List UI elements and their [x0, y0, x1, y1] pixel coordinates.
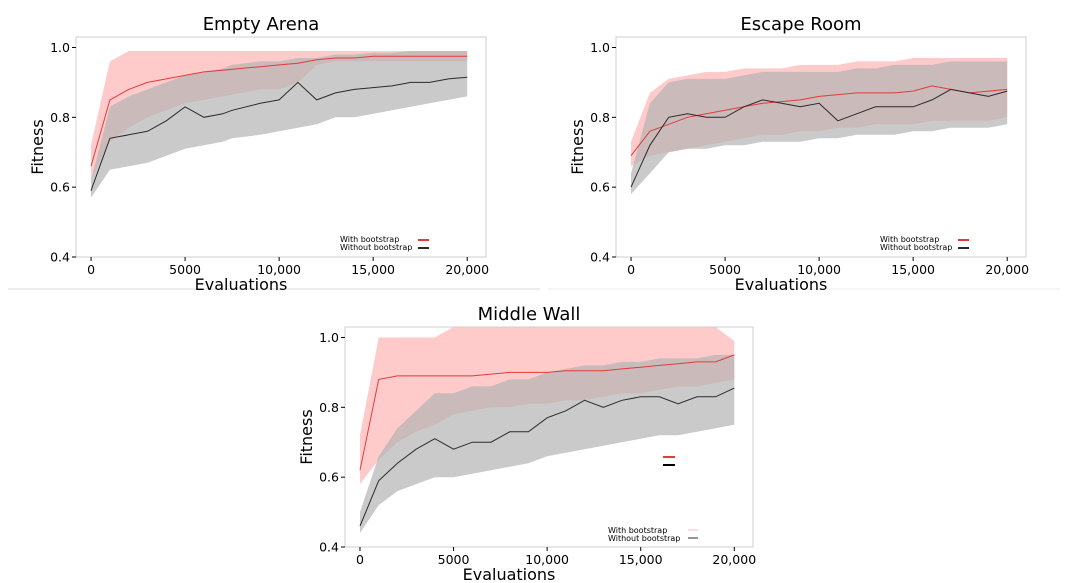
y-tick-label: 0.8 [319, 400, 339, 415]
x-tick-label: 5000 [169, 262, 201, 277]
y-tick-label: 0.4 [319, 540, 339, 555]
x-axis-label: Evaluations [735, 275, 828, 294]
y-tick-label: 0.4 [50, 250, 70, 265]
plot-frame [75, 36, 487, 258]
y-tick-label: 1.0 [590, 40, 610, 55]
chart-panel-3: 0 5000 10,000 15,000 20,000 0.4 0.6 0.8 1.0 Middl… [297, 304, 756, 583]
x-tick-label: 0 [356, 552, 364, 567]
legend-swatch [958, 247, 969, 249]
x-tick-label: 0 [87, 262, 95, 277]
y-axis-label: Fitness [568, 119, 587, 174]
legend-label: Without bootstrap [340, 243, 412, 252]
series-line-without-bootstrap [90, 76, 468, 191]
y-tick-label: 0.6 [319, 470, 339, 485]
y-tick-label: 0.8 [590, 110, 610, 125]
plot-frame [615, 36, 1027, 258]
x-tick-label: 10,000 [797, 262, 841, 277]
legend-swatch [418, 247, 429, 249]
confidence-band-without-bootstrap [631, 61, 1008, 195]
x-tick-label: 15,000 [351, 262, 395, 277]
series-line-without-bootstrap [359, 387, 735, 527]
series-line-with-bootstrap [90, 55, 468, 167]
y-tick-label: 1.0 [319, 330, 339, 345]
y-tick-label: 1.0 [50, 40, 70, 55]
x-tick-label: 15,000 [891, 262, 935, 277]
x-tick-label: 20,000 [712, 552, 756, 567]
chart-panel-1: 0 5000 10,000 15,000 20,000 0.4 0.6 0.8 1.0 Empty… [28, 14, 489, 294]
x-tick-label: 10,000 [257, 262, 301, 277]
y-tick-label: 0.6 [50, 180, 70, 195]
series-line-with-bootstrap [359, 354, 735, 471]
legend-swatch-duplicate [663, 456, 675, 458]
x-tick-label: 5000 [709, 262, 741, 277]
y-axis-label: Fitness [297, 409, 316, 464]
chart-title: Escape Room [740, 14, 861, 35]
series-line-without-bootstrap [630, 88, 1008, 188]
legend-label: Without bootstrap [880, 243, 952, 252]
x-axis-label: Evaluations [463, 565, 556, 583]
legend-label: With bootstrap [340, 235, 399, 244]
y-axis-label: Fitness [28, 119, 47, 174]
legend-label: With bootstrap [608, 526, 667, 535]
legend-label: Without bootstrap [608, 534, 680, 543]
x-axis-label: Evaluations [195, 275, 288, 294]
chart-panel-2: 0 5000 10,000 15,000 20,000 0.4 0.6 0.8 1.0 Escap… [568, 14, 1029, 294]
chart-title: Middle Wall [478, 304, 581, 325]
confidence-band-without-bootstrap [360, 354, 735, 533]
x-tick-label: 0 [627, 262, 635, 277]
x-tick-label: 20,000 [985, 262, 1029, 277]
x-tick-label: 15,000 [619, 552, 663, 567]
legend-swatch [418, 239, 429, 241]
x-tick-label: 10,000 [525, 552, 569, 567]
legend-label: With bootstrap [880, 235, 939, 244]
x-tick-label: 5000 [438, 552, 470, 567]
legend-swatch-duplicate [663, 464, 675, 466]
chart-title: Empty Arena [203, 14, 320, 35]
y-tick-label: 0.6 [590, 180, 610, 195]
series-line-with-bootstrap [630, 85, 1008, 157]
y-tick-label: 0.4 [590, 250, 610, 265]
x-tick-label: 20,000 [445, 262, 489, 277]
legend-swatch [958, 239, 969, 241]
y-tick-label: 0.8 [50, 110, 70, 125]
